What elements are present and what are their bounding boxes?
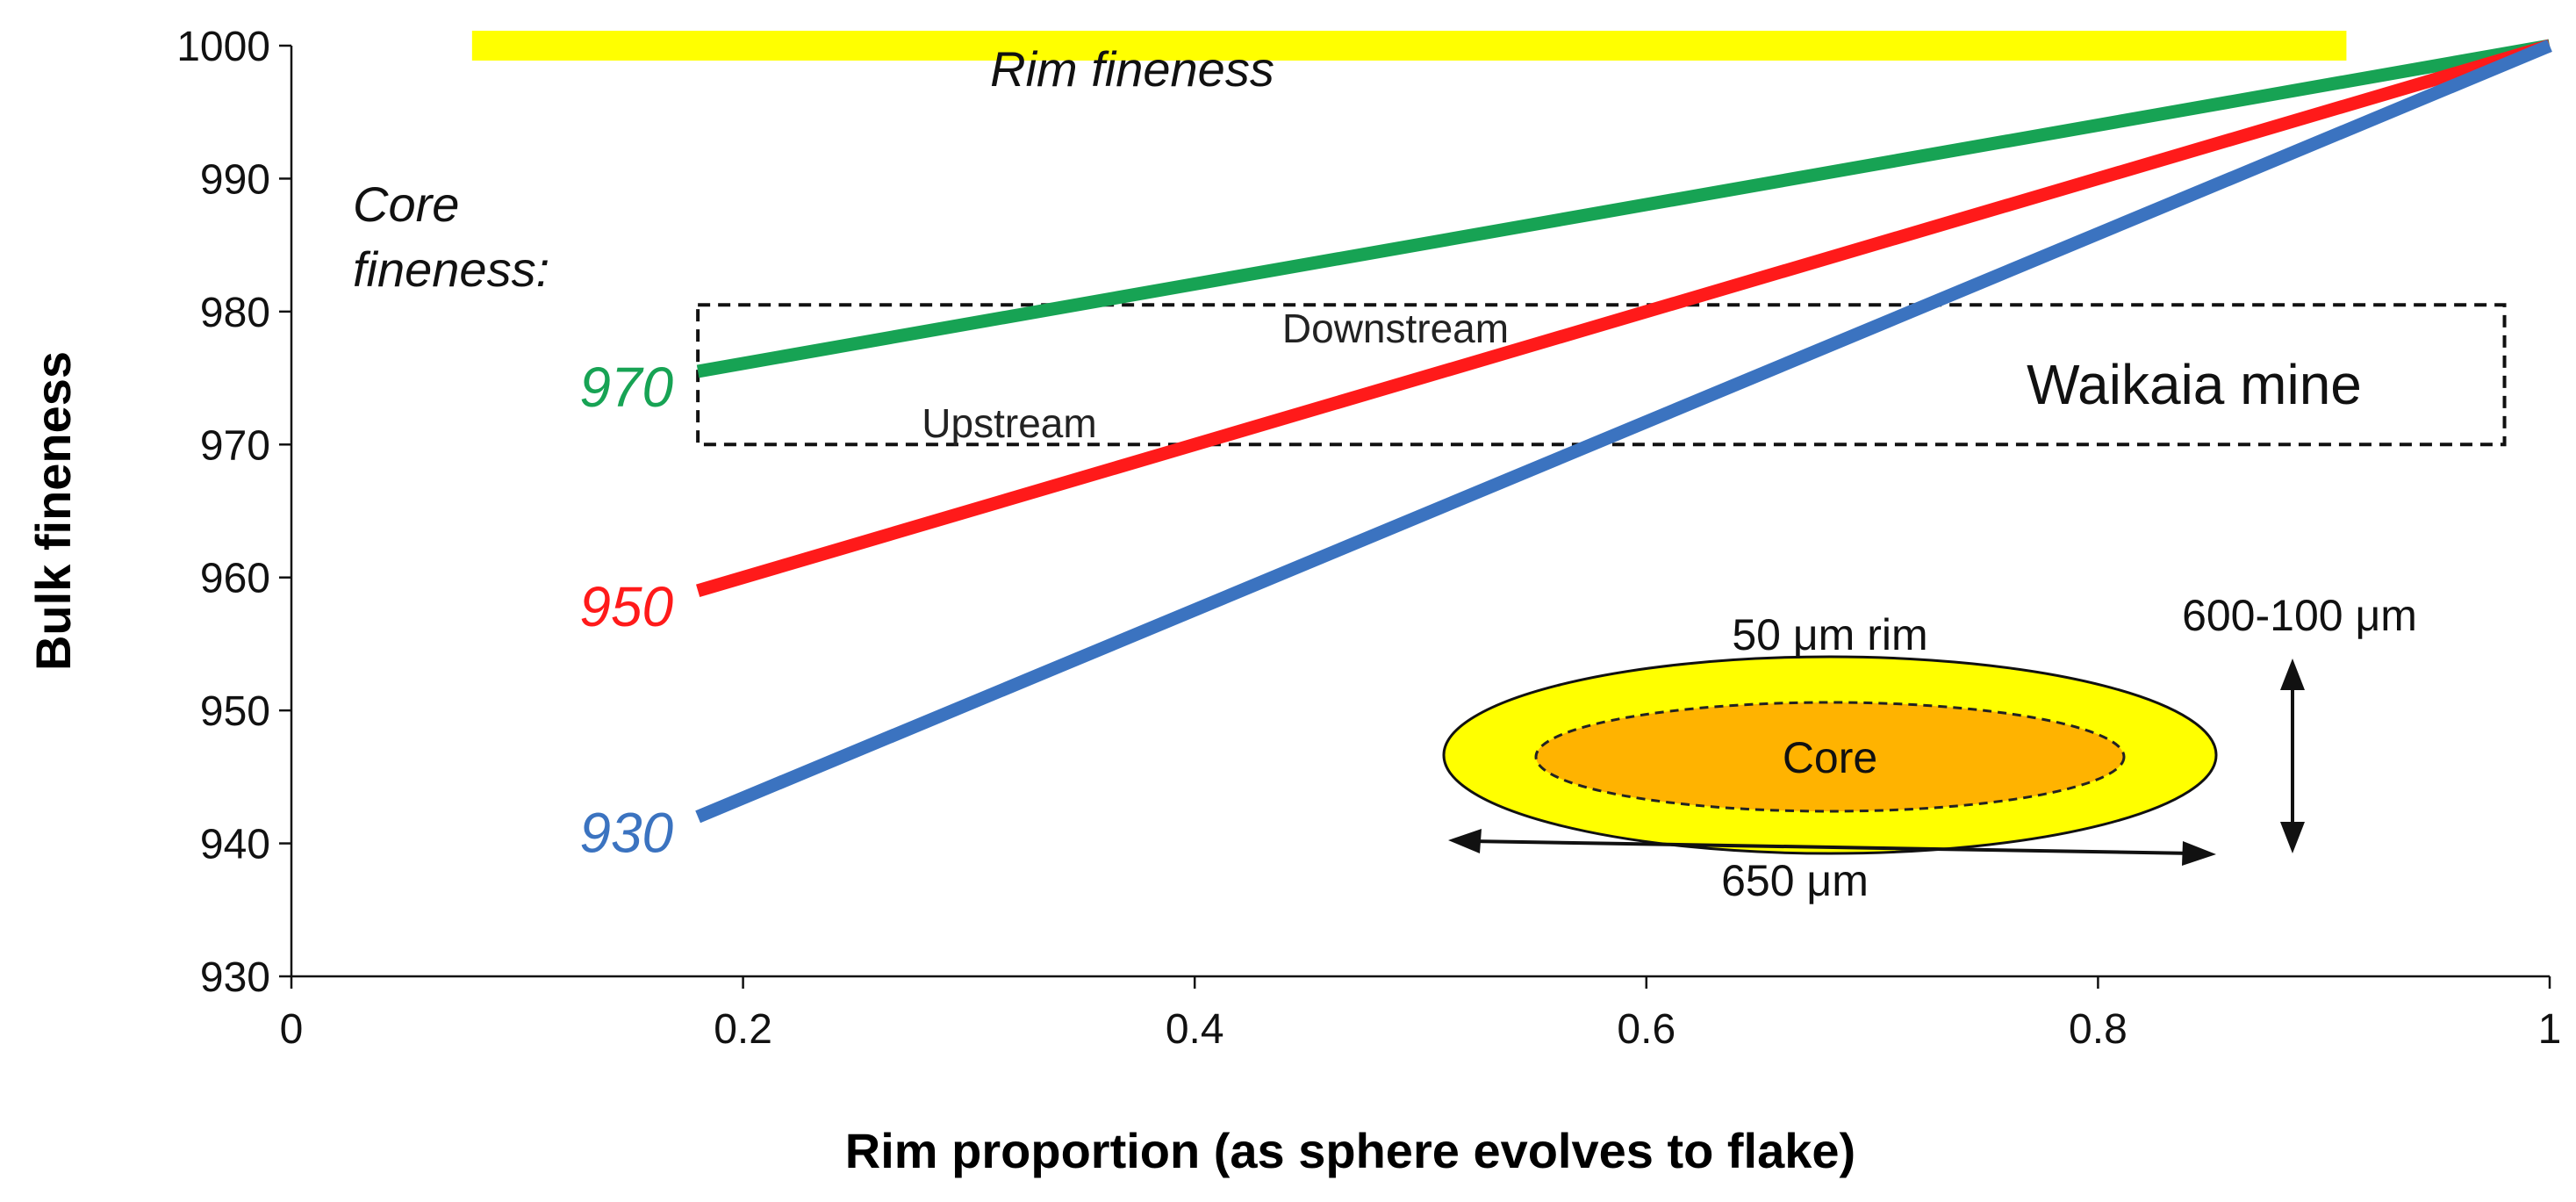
y-tick-label: 950 xyxy=(200,688,270,735)
axes-layer: 930 940 950 960 970 980 990 1000 0 0.2 0.4 0.6 0.8 1 R… xyxy=(25,24,2561,1178)
inset-height-label: 600-100 μm xyxy=(2182,591,2417,640)
inset-rim-label: 50 μm rim xyxy=(1732,610,1927,659)
series-line-950 xyxy=(696,39,2552,598)
inset-core-label: Core xyxy=(1783,733,1877,782)
x-tick-label: 1 xyxy=(2538,1006,2562,1053)
waikaia-mine-label: Waikaia mine xyxy=(2027,353,2362,416)
width-arrow-shaft xyxy=(1469,839,2195,855)
x-tick-label: 0.4 xyxy=(1166,1006,1224,1053)
height-arrow-head-top xyxy=(2280,659,2305,690)
series-label-930: 930 xyxy=(579,801,673,864)
core-fineness-label: Core fineness: xyxy=(353,176,549,297)
x-tick-label: 0.6 xyxy=(1617,1006,1675,1053)
inset-layer: Core 50 μm rim 650 μm 600-100 μm xyxy=(1442,591,2417,905)
x-tick-label: 0 xyxy=(280,1006,304,1053)
y-tick-label: 930 xyxy=(200,954,270,1001)
upstream-label: Upstream xyxy=(922,400,1096,446)
core-fineness-line-2: fineness: xyxy=(353,241,549,297)
y-tick-label: 960 xyxy=(200,556,270,602)
text-layer: Rim fineness Core fineness: 970 950 930 Downst… xyxy=(353,41,2362,864)
x-axis-title: Rim proportion (as sphere evolves to fla… xyxy=(845,1123,1855,1178)
flake-core-ellipse xyxy=(1534,701,2126,813)
width-arrow-head-left xyxy=(1448,829,1482,853)
x-tick-label: 0.8 xyxy=(2069,1006,2128,1053)
y-tick-label: 970 xyxy=(200,422,270,469)
width-arrow-head-right xyxy=(2182,841,2216,866)
series-label-950: 950 xyxy=(579,575,673,638)
series-line-970 xyxy=(696,39,2551,378)
y-axis-title: Bulk fineness xyxy=(25,351,81,671)
y-tick-label: 1000 xyxy=(176,24,270,70)
series-line-930 xyxy=(695,40,2552,824)
x-tick-label: 0.2 xyxy=(714,1006,772,1053)
series-label-970: 970 xyxy=(579,356,673,419)
inset-width-label: 650 μm xyxy=(1721,856,1869,905)
downstream-label: Downstream xyxy=(1282,306,1509,351)
height-arrow-head-bottom xyxy=(2280,822,2305,853)
rim-fineness-label: Rim fineness xyxy=(990,41,1274,97)
core-fineness-line-1: Core xyxy=(353,176,459,232)
y-tick-label: 940 xyxy=(200,822,270,868)
series-layer xyxy=(695,39,2552,824)
y-tick-label: 980 xyxy=(200,290,270,336)
y-tick-label: 990 xyxy=(200,156,270,203)
